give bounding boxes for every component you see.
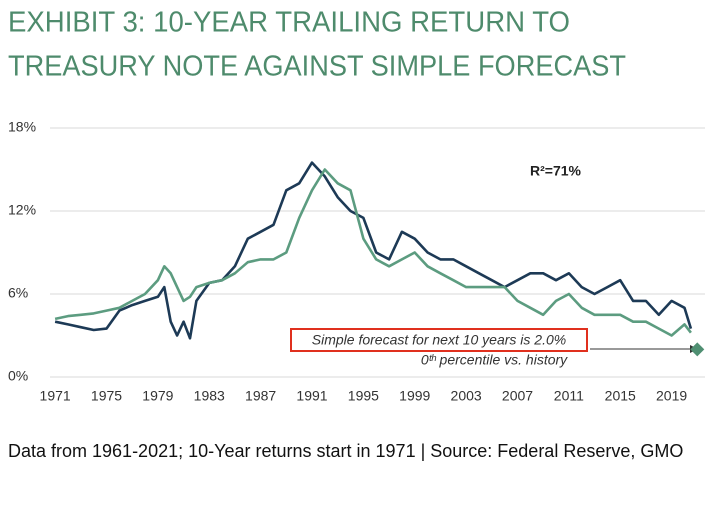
- x-tick-label: 1971: [40, 388, 71, 404]
- x-tick-label: 2003: [451, 388, 482, 404]
- x-tick-label: 2015: [605, 388, 636, 404]
- x-tick-label: 1979: [142, 388, 173, 404]
- y-tick-label: 12%: [8, 202, 36, 218]
- percentile-annotation: 0ᵗʰ percentile vs. history: [421, 352, 568, 368]
- x-tick-label: 1999: [399, 388, 430, 404]
- chart-title: EXHIBIT 3: 10-YEAR TRAILING RETURN TO: [8, 7, 570, 39]
- x-tick-label: 1995: [348, 388, 379, 404]
- x-tick-label: 2019: [656, 388, 687, 404]
- x-tick-label: 2011: [554, 388, 584, 404]
- series-line: [54, 161, 693, 340]
- x-tick-label: 1975: [91, 388, 122, 404]
- forecast-annotation: Simple forecast for next 10 years is 2.0…: [312, 332, 566, 348]
- r2-annotation: R²=71%: [530, 163, 582, 179]
- forecast-box: [290, 328, 588, 352]
- series-line: [54, 168, 692, 337]
- y-tick-label: 0%: [8, 368, 28, 384]
- caption: Data from 1961-2021; 10-Year returns sta…: [8, 441, 684, 461]
- y-tick-label: 18%: [8, 119, 36, 135]
- chart: EXHIBIT 3: 10-YEAR TRAILING RETURN TO TR…: [8, 7, 705, 404]
- x-tick-label: 1987: [245, 388, 276, 404]
- x-tick-label: 2007: [502, 388, 533, 404]
- y-tick-label: 6%: [8, 285, 28, 301]
- chart-title: TREASURY NOTE AGAINST SIMPLE FORECAST: [8, 51, 626, 83]
- forecast-marker: [690, 342, 705, 357]
- x-tick-label: 1991: [296, 388, 327, 404]
- x-tick-label: 1983: [194, 388, 225, 404]
